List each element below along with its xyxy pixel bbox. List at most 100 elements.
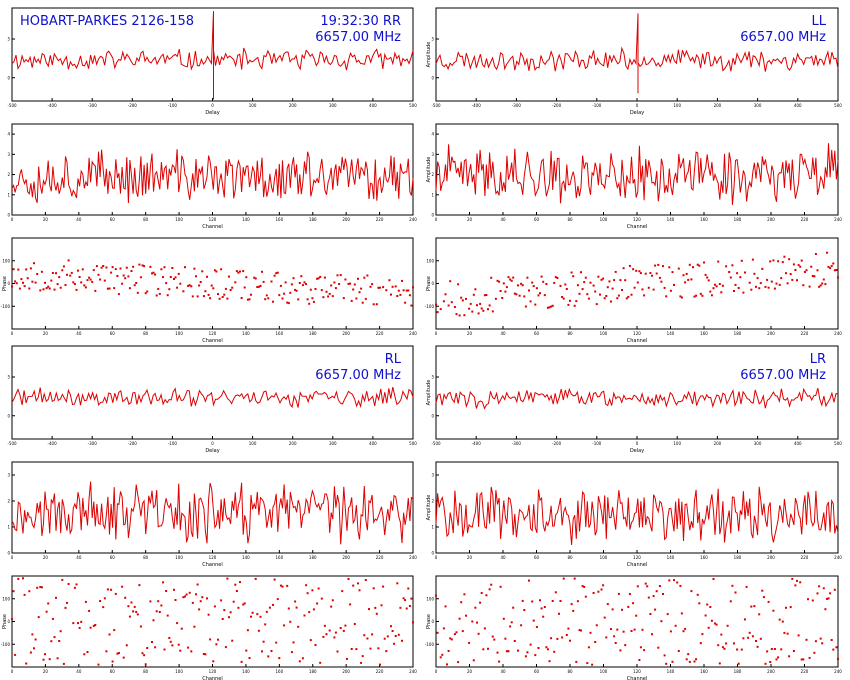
rl-phase-phase-point — [86, 651, 89, 653]
rr-phase-phase-point — [264, 298, 267, 301]
rr-phase-phase-point — [20, 278, 23, 281]
lr-phase-phase-point — [778, 618, 781, 621]
rl-phase-phase-point — [199, 600, 202, 603]
rl-channel-xtick-label: 40 — [76, 555, 82, 560]
ll-phase-phase-point — [603, 297, 606, 300]
rl-phase-phase-point — [350, 648, 353, 650]
rl-phase-xtick-label: 180 — [309, 669, 317, 674]
lr-phase-phase-point — [539, 599, 541, 602]
lr-phase-phase-point — [651, 633, 653, 636]
rr-phase-phase-point — [361, 301, 364, 304]
lr-phase-phase-point — [517, 649, 519, 652]
lr-phase-phase-point — [783, 631, 786, 634]
rr-phase-phase-point — [188, 284, 191, 287]
ll-phase-phase-point — [799, 265, 802, 268]
rl-phase-phase-point — [61, 578, 64, 581]
rr-phase-phase-point — [163, 266, 166, 269]
rl-phase-phase-point — [246, 629, 249, 632]
rl-phase-phase-point — [169, 640, 172, 643]
lr-phase-phase-point — [748, 631, 751, 634]
rl-phase-phase-point — [320, 597, 323, 600]
lr-delay-xtick-label: 100 — [673, 441, 681, 446]
ll-phase-phase-point — [594, 290, 597, 293]
lr-phase-phase-point — [477, 632, 480, 635]
rr-phase-ytick-label: 0 — [7, 281, 10, 286]
ll-phase-phase-point — [709, 290, 712, 293]
rr-phase-phase-point — [173, 278, 175, 280]
rr-phase-phase-point — [357, 277, 359, 280]
rl-phase-phase-point — [295, 606, 298, 609]
ll-phase-phase-point — [728, 271, 731, 273]
rl-phase-phase-point — [391, 630, 394, 632]
rl-phase-phase-point — [11, 618, 13, 621]
lr-phase-phase-point — [717, 644, 720, 647]
rr-phase-phase-point — [394, 285, 397, 288]
ll-phase-phase-point — [710, 294, 713, 297]
rl-phase-xtick-label: 20 — [43, 669, 49, 674]
ll-delay-xlabel: Delay — [630, 110, 644, 116]
rr-phase-phase-point — [61, 269, 64, 272]
rl-phase-phase-point — [336, 650, 339, 653]
lr-delay-xtick-label: 300 — [754, 441, 762, 446]
lr-phase-phase-point — [723, 647, 726, 650]
rl-phase-phase-point — [292, 641, 295, 644]
rr-phase-phase-point — [377, 286, 380, 289]
rr-phase-phase-point — [363, 276, 366, 279]
lr-phase-phase-point — [436, 631, 439, 634]
rl-phase-phase-point — [283, 624, 286, 627]
lr-channel-panel: 0 20 40 60 80 100 120 140 160 180 200 220 240 3 2 1 0 Cha… — [426, 461, 842, 568]
rr-phase-phase-point — [231, 286, 234, 289]
rl-phase-phase-point — [377, 647, 380, 650]
rr-phase-phase-point — [379, 286, 381, 289]
rl-channel-xtick-label: 100 — [175, 555, 183, 560]
lr-phase-phase-point — [751, 635, 754, 638]
rr-phase-phase-point — [157, 287, 160, 290]
lr-phase-phase-point — [610, 628, 612, 631]
rl-phase-phase-point — [226, 577, 229, 580]
rl-channel-panel: 0 20 40 60 80 100 120 140 160 180 200 220 240 3 2 1 0 Cha… — [7, 461, 417, 568]
lr-phase-phase-point — [777, 656, 780, 659]
rr-phase-ytick-label: -100 — [1, 304, 11, 309]
lr-phase-xtick-label: 20 — [467, 669, 473, 674]
lr-channel-ytick-label: 0 — [431, 551, 434, 556]
rr-delay-xtick-label: 500 — [409, 103, 417, 108]
rr-phase-phase-point — [319, 275, 322, 278]
lr-phase-phase-point — [630, 630, 633, 632]
rl-phase-phase-point — [105, 650, 108, 653]
rr-phase-phase-point — [26, 277, 29, 280]
rl-phase-phase-point — [92, 624, 95, 627]
rl-phase-phase-point — [154, 646, 157, 649]
rr-channel-xtick-label: 120 — [209, 217, 217, 222]
ll-phase-phase-point — [573, 304, 576, 307]
ll-phase-phase-point — [791, 278, 794, 281]
rl-phase-xtick-label: 240 — [409, 669, 417, 674]
rr-phase-phase-point — [122, 274, 125, 277]
ll-phase-phase-point — [826, 251, 828, 254]
rl-phase-phase-point — [368, 608, 370, 611]
ll-phase-phase-point — [632, 268, 635, 271]
ll-channel-ytick-label: 3 — [431, 152, 434, 157]
ll-phase-phase-point — [578, 292, 581, 295]
lr-phase-phase-point — [643, 649, 646, 652]
rr-phase-phase-point — [272, 300, 274, 303]
ll-phase-ytick-label: 0 — [431, 281, 434, 286]
ll-phase-phase-point — [562, 297, 565, 300]
rl-phase-phase-point — [34, 638, 37, 641]
rl-phase-phase-point — [163, 648, 166, 651]
lr-phase-phase-point — [587, 646, 590, 649]
lr-phase-phase-point — [479, 601, 482, 604]
rr-phase-phase-point — [267, 297, 270, 300]
ll-phase-phase-point — [751, 258, 754, 261]
rl-phase-phase-point — [166, 614, 169, 617]
rl-phase-phase-point — [375, 612, 378, 615]
lr-phase-phase-point — [662, 593, 664, 595]
ll-channel-ytick-label: 0 — [431, 213, 434, 218]
rr-phase-phase-point — [297, 298, 300, 301]
rl-phase-phase-point — [278, 657, 281, 660]
lr-phase-phase-point — [658, 585, 661, 587]
rl-phase-phase-point — [245, 649, 248, 652]
rr-phase-phase-point — [369, 285, 372, 288]
ll-phase-phase-point — [717, 260, 720, 263]
rl-phase-phase-point — [215, 643, 218, 646]
lr-phase-phase-point — [669, 630, 672, 633]
